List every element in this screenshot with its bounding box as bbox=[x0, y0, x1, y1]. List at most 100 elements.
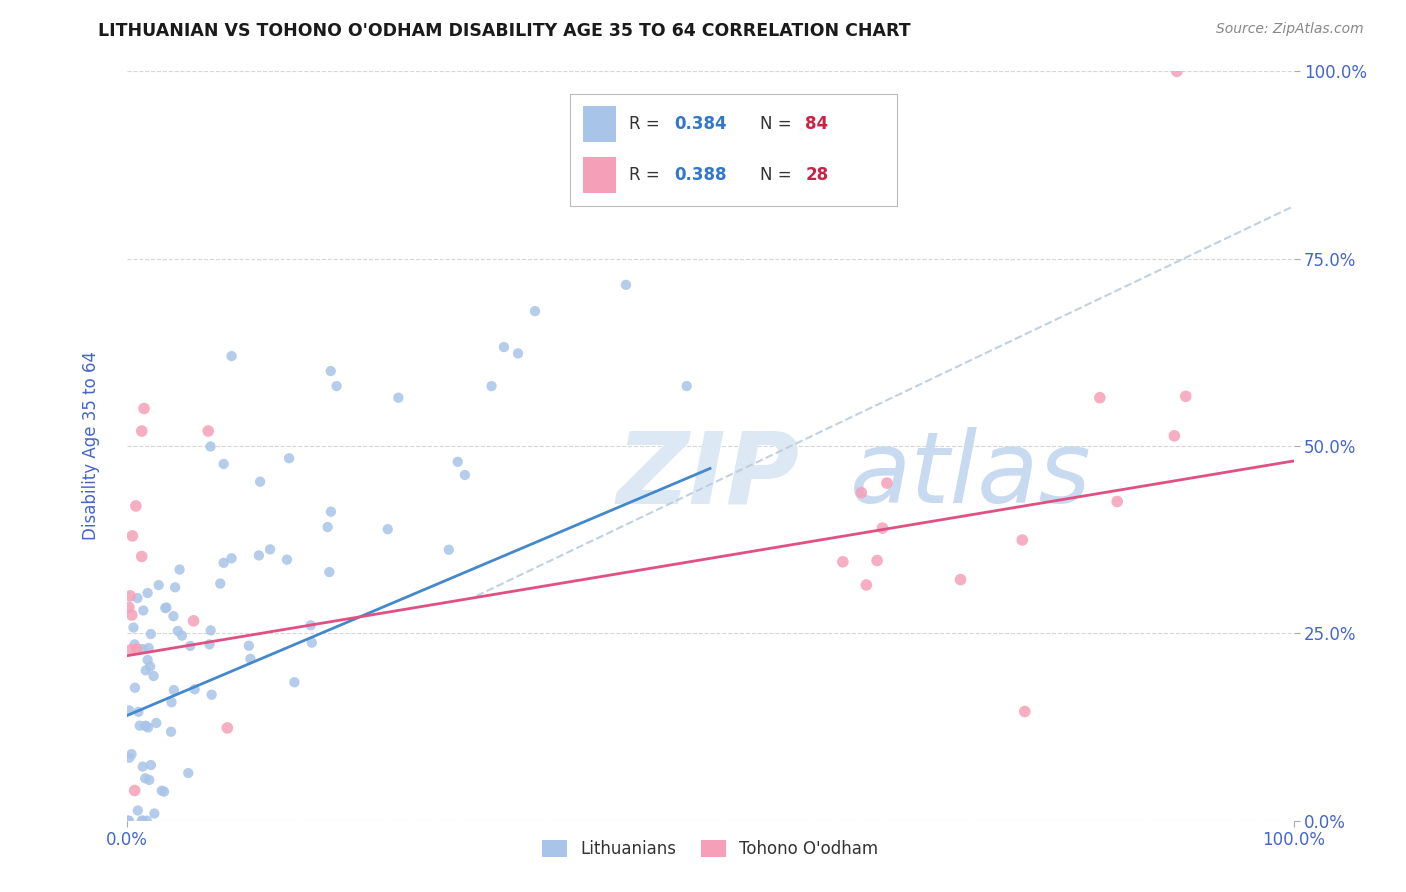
Point bbox=[212, 457, 235, 471]
Point bbox=[283, 675, 305, 690]
Point bbox=[183, 682, 205, 697]
Point bbox=[162, 609, 184, 624]
Point bbox=[299, 618, 322, 632]
Text: atlas: atlas bbox=[851, 427, 1091, 524]
Point bbox=[197, 424, 219, 438]
Point bbox=[138, 640, 160, 655]
Point bbox=[249, 475, 271, 489]
Point bbox=[169, 562, 191, 576]
Point bbox=[1166, 64, 1188, 78]
Point bbox=[166, 624, 188, 638]
Point bbox=[134, 772, 156, 786]
Point bbox=[148, 578, 170, 592]
Point bbox=[124, 681, 146, 695]
Point bbox=[138, 772, 160, 787]
Point bbox=[200, 624, 222, 638]
Point bbox=[170, 629, 193, 643]
Point bbox=[506, 346, 529, 360]
Point bbox=[1014, 705, 1036, 719]
Point bbox=[866, 553, 889, 567]
Point bbox=[316, 520, 339, 534]
Point bbox=[876, 476, 898, 491]
Point bbox=[132, 603, 155, 617]
Point bbox=[127, 705, 149, 719]
Point bbox=[454, 468, 477, 483]
Point bbox=[160, 724, 183, 739]
Point bbox=[247, 549, 270, 563]
Point bbox=[165, 580, 187, 594]
Point bbox=[135, 719, 157, 733]
Point bbox=[155, 601, 177, 615]
Point bbox=[221, 551, 243, 566]
Point bbox=[132, 759, 155, 773]
Point bbox=[319, 364, 342, 378]
Point bbox=[1163, 429, 1185, 443]
Point bbox=[1174, 389, 1197, 403]
Point bbox=[851, 485, 873, 500]
Point bbox=[523, 304, 546, 318]
Point bbox=[239, 652, 262, 666]
Point bbox=[124, 637, 146, 651]
Point bbox=[135, 814, 157, 828]
Point bbox=[118, 750, 141, 764]
Point bbox=[387, 391, 409, 405]
Text: Source: ZipAtlas.com: Source: ZipAtlas.com bbox=[1216, 22, 1364, 37]
Point bbox=[177, 766, 200, 780]
Point bbox=[118, 600, 141, 615]
Point bbox=[121, 747, 143, 762]
Point bbox=[201, 688, 224, 702]
Point bbox=[163, 683, 186, 698]
Point bbox=[125, 642, 148, 657]
Point bbox=[136, 721, 159, 735]
Point bbox=[134, 719, 156, 733]
Point bbox=[325, 379, 347, 393]
Point bbox=[949, 573, 972, 587]
Point bbox=[136, 586, 159, 600]
Point bbox=[259, 542, 281, 557]
Point bbox=[127, 804, 149, 818]
Point bbox=[124, 783, 146, 797]
Point bbox=[122, 620, 145, 634]
Point bbox=[872, 521, 894, 535]
Point bbox=[209, 576, 232, 591]
Point bbox=[1011, 533, 1033, 547]
Point bbox=[481, 379, 503, 393]
Point bbox=[117, 814, 139, 828]
Point bbox=[221, 349, 243, 363]
Point bbox=[139, 659, 162, 673]
Point bbox=[217, 721, 239, 735]
Point bbox=[121, 529, 143, 543]
Point bbox=[118, 589, 141, 603]
Point bbox=[200, 440, 222, 454]
Point bbox=[831, 555, 853, 569]
Point bbox=[278, 451, 301, 466]
Point bbox=[131, 814, 153, 828]
Point bbox=[614, 277, 637, 292]
Point bbox=[377, 522, 399, 536]
Point bbox=[492, 340, 515, 354]
Point bbox=[276, 552, 298, 566]
Point bbox=[318, 565, 340, 579]
Point bbox=[127, 591, 149, 605]
Legend: Lithuanians, Tohono O'odham: Lithuanians, Tohono O'odham bbox=[534, 833, 886, 864]
Point bbox=[198, 637, 221, 651]
Point bbox=[1107, 494, 1129, 508]
Point bbox=[1088, 391, 1111, 405]
Point bbox=[855, 578, 877, 592]
Point bbox=[675, 379, 697, 393]
Point bbox=[447, 455, 470, 469]
Point bbox=[121, 642, 143, 657]
Point bbox=[143, 806, 166, 821]
Point bbox=[132, 401, 155, 416]
Point bbox=[136, 653, 159, 667]
Point bbox=[179, 639, 201, 653]
Point bbox=[121, 607, 143, 622]
Point bbox=[301, 635, 323, 649]
Point bbox=[139, 627, 162, 641]
Point bbox=[155, 600, 177, 615]
Point bbox=[125, 499, 148, 513]
Point bbox=[131, 424, 153, 438]
Text: ZIP: ZIP bbox=[617, 427, 800, 524]
Point bbox=[183, 614, 205, 628]
Point bbox=[118, 703, 141, 717]
